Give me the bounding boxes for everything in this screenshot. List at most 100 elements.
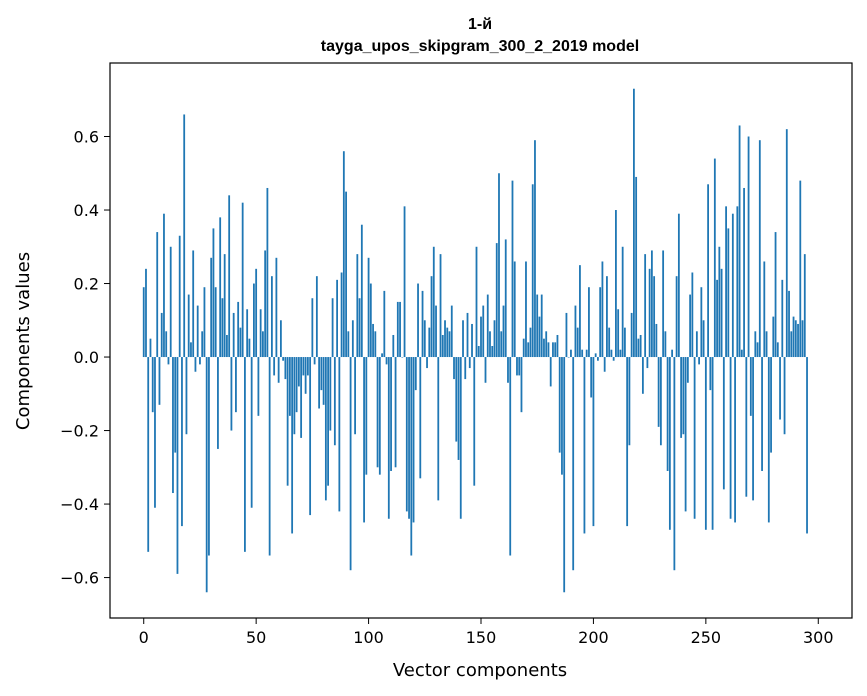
bar-16 (178, 235, 181, 358)
bar-166 (516, 357, 518, 376)
bar-261 (729, 357, 732, 519)
bar-151 (482, 305, 485, 358)
bar-41 (235, 357, 237, 413)
bar-65 (288, 357, 291, 416)
bar-20 (187, 294, 190, 358)
bar-208 (610, 349, 613, 358)
bar-229 (657, 357, 660, 427)
bar-203 (599, 287, 602, 358)
bar-253 (711, 357, 714, 530)
bar-128 (430, 276, 433, 358)
bar-201 (594, 353, 597, 358)
bar-134 (444, 320, 446, 358)
bar-188 (565, 312, 568, 358)
bar-228 (655, 323, 658, 358)
bar-182 (552, 342, 554, 358)
bar-274 (758, 140, 761, 358)
bar-149 (477, 346, 480, 358)
bar-177 (540, 294, 543, 358)
y-tick-label: 0.2 (74, 275, 99, 294)
bar-286 (785, 129, 788, 358)
bar-212 (619, 349, 622, 358)
x-tick-label: 50 (246, 628, 266, 647)
bar-249 (702, 320, 705, 358)
bar-123 (419, 357, 422, 479)
bar-155 (491, 346, 494, 358)
bar-52 (259, 309, 262, 358)
bar-21 (190, 342, 192, 358)
bar-3 (149, 338, 152, 358)
bar-258 (722, 357, 725, 490)
bar-230 (659, 357, 662, 446)
y-axis-ticks: −0.6 −0.4 −0.2 0.0 0.2 0.4 0.6 (60, 128, 110, 588)
bar-48 (250, 357, 253, 508)
bar-83 (329, 357, 332, 431)
bar-210 (615, 210, 617, 358)
bar-205 (603, 357, 606, 372)
bar-224 (646, 357, 649, 369)
y-tick-label: 0.6 (74, 128, 99, 147)
bar-270 (749, 357, 752, 416)
bar-293 (801, 320, 804, 358)
bar-209 (612, 357, 615, 361)
bar-45 (244, 357, 246, 552)
bar-156 (493, 320, 496, 358)
bar-154 (489, 331, 491, 358)
bar-260 (727, 228, 730, 358)
bar-9 (163, 213, 165, 358)
bar-248 (700, 287, 703, 358)
bar-73 (306, 357, 309, 376)
bar-31 (212, 228, 215, 358)
bar-33 (217, 357, 219, 449)
bar-236 (673, 357, 676, 571)
bar-75 (311, 298, 314, 358)
bar-117 (405, 357, 408, 512)
bar-77 (315, 276, 318, 358)
bar-142 (462, 320, 464, 358)
bar-63 (284, 357, 287, 380)
bar-32 (214, 287, 217, 358)
bar-57 (270, 276, 273, 358)
bar-74 (309, 357, 312, 516)
bar-252 (709, 357, 712, 391)
bar-150 (480, 316, 482, 358)
bar-46 (246, 309, 249, 358)
chart-title-line-1: 1-й (468, 16, 492, 33)
bar-110 (390, 357, 392, 471)
bar-119 (410, 357, 413, 556)
bar-164 (511, 180, 514, 358)
bar-66 (291, 357, 294, 534)
bar-257 (720, 268, 723, 358)
bar-231 (662, 250, 665, 358)
bar-121 (414, 357, 417, 391)
bar-185 (558, 357, 561, 453)
bar-6 (156, 232, 159, 358)
bar-157 (495, 243, 498, 358)
bar-273 (756, 342, 759, 358)
bar-40 (232, 312, 235, 358)
bar-29 (208, 357, 210, 556)
bar-49 (253, 283, 255, 358)
bar-82 (327, 357, 329, 486)
bar-60 (277, 357, 280, 383)
bar-227 (653, 276, 656, 358)
bar-104 (376, 357, 379, 468)
bar-14 (174, 357, 177, 453)
bar-292 (799, 180, 802, 358)
bar-295 (806, 357, 808, 534)
bar-71 (302, 357, 305, 376)
bar-148 (475, 246, 478, 358)
bar-191 (572, 357, 575, 571)
bar-251 (707, 184, 709, 358)
x-tick-label: 250 (691, 628, 722, 647)
bar-78 (318, 357, 321, 409)
bar-95 (356, 254, 359, 358)
bar-64 (286, 357, 289, 486)
chart-title-line-2: tayga_upos_skipgram_300_2_2019 model (321, 38, 639, 55)
bar-243 (689, 294, 692, 358)
bar-55 (266, 187, 269, 358)
bar-200 (592, 357, 595, 527)
bar-213 (621, 246, 624, 358)
bar-39 (230, 357, 233, 431)
y-axis-label: Components values (13, 252, 34, 430)
